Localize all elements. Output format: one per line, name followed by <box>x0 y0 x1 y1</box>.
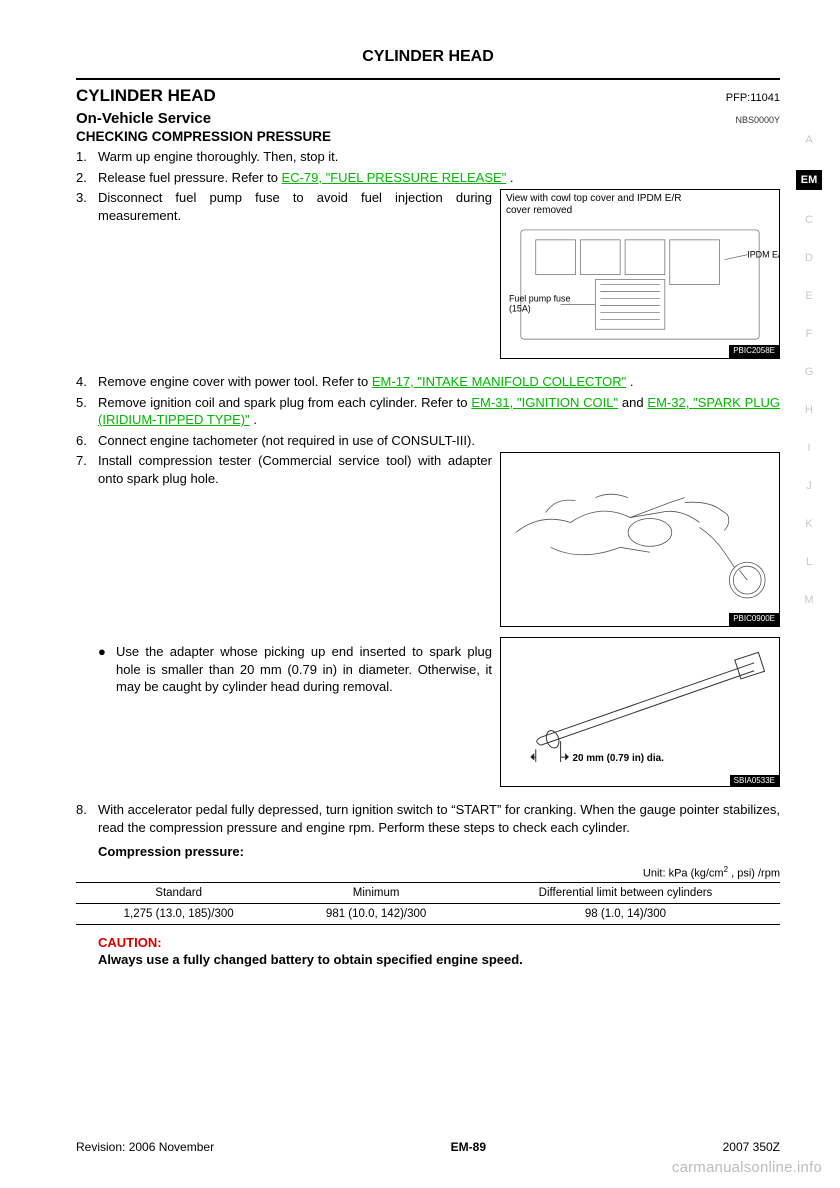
col-minimum: Minimum <box>281 883 471 904</box>
bullet-row: ● Use the adapter whose picking up end i… <box>76 637 780 787</box>
step-7: 7. Install compression tester (Commercia… <box>76 452 780 627</box>
pfp-code: PFP:11041 <box>726 92 780 104</box>
model-year: 2007 350Z <box>723 1140 780 1154</box>
step-text: Warm up engine thoroughly. Then, stop it… <box>98 148 780 166</box>
step-6: 6. Connect engine tachometer (not requir… <box>76 432 780 450</box>
step-text: Install compression tester (Commercial s… <box>98 452 492 627</box>
figure-tester: PBIC0900E <box>500 452 780 627</box>
step-num: 1. <box>76 148 98 166</box>
step-text: Connect engine tachometer (not required … <box>98 432 780 450</box>
figure-caption: View with cowl top cover and IPDM E/Rcov… <box>501 190 779 220</box>
step-1: 1. Warm up engine thoroughly. Then, stop… <box>76 148 780 166</box>
figure-fuse-box: View with cowl top cover and IPDM E/Rcov… <box>500 189 780 359</box>
watermark: carmanualsonline.info <box>672 1159 822 1176</box>
figure-label: IPDM E/R <box>747 250 779 260</box>
xref-link[interactable]: EC-79, "FUEL PRESSURE RELEASE" <box>282 170 507 185</box>
step-3: 3. Disconnect fuel pump fuse to avoid fu… <box>76 189 780 359</box>
xref-link[interactable]: EM-31, "IGNITION COIL" <box>471 395 618 410</box>
bullet-marker: ● <box>98 643 116 696</box>
subsection-header: On-Vehicle Service NBS0000Y <box>76 106 780 127</box>
figure-label: Fuel pump fuse <box>509 294 571 304</box>
step-text: With accelerator pedal fully depressed, … <box>98 801 780 836</box>
fuse-diagram-svg: IPDM E/R Fuel pump fuse (15A) <box>501 220 779 359</box>
revision-date: Revision: 2006 November <box>76 1140 214 1154</box>
step-5: 5. Remove ignition coil and spark plug f… <box>76 394 780 429</box>
step-num: 4. <box>76 373 98 391</box>
step-text: Remove ignition coil and spark plug from… <box>98 394 780 429</box>
step-4: 4. Remove engine cover with power tool. … <box>76 373 780 391</box>
procedure-steps-cont: 4. Remove engine cover with power tool. … <box>76 373 780 627</box>
step-text: Release fuel pressure. Refer to EC-79, "… <box>98 169 780 187</box>
val-minimum: 981 (10.0, 142)/300 <box>281 904 471 925</box>
text-fragment: . <box>626 374 633 389</box>
text-fragment: Release fuel pressure. Refer to <box>98 170 282 185</box>
step-num: 3. <box>76 189 98 359</box>
step-num: 2. <box>76 169 98 187</box>
step-text: Disconnect fuel pump fuse to avoid fuel … <box>98 189 492 359</box>
figure-id: SBIA0533E <box>730 775 779 786</box>
text-fragment: Remove engine cover with power tool. Ref… <box>98 374 372 389</box>
page-number: EM-89 <box>451 1140 486 1154</box>
page-footer: Revision: 2006 November EM-89 2007 350Z <box>76 1140 780 1154</box>
figure-adapter: 20 mm (0.79 in) dia. SBIA0533E <box>500 637 780 787</box>
text-fragment: . <box>250 412 257 427</box>
pressure-heading: Compression pressure: <box>98 844 780 859</box>
dimension-label: 20 mm (0.79 in) dia. <box>572 753 664 764</box>
subsection-title: On-Vehicle Service <box>76 110 211 127</box>
procedure-steps: 1. Warm up engine thoroughly. Then, stop… <box>76 148 780 359</box>
col-differential: Differential limit between cylinders <box>471 883 780 904</box>
adapter-svg: 20 mm (0.79 in) dia. <box>501 638 779 787</box>
doc-code: NBS0000Y <box>735 115 780 125</box>
figure-id: PBIC0900E <box>729 613 779 626</box>
step-8: 8. With accelerator pedal fully depresse… <box>76 801 780 836</box>
title-rule <box>76 78 780 80</box>
procedure-steps-cont2: 8. With accelerator pedal fully depresse… <box>76 801 780 836</box>
step-num: 7. <box>76 452 98 627</box>
step-2: 2. Release fuel pressure. Refer to EC-79… <box>76 169 780 187</box>
val-standard: 1,275 (13.0, 185)/300 <box>76 904 281 925</box>
bullet-item: ● Use the adapter whose picking up end i… <box>98 643 492 696</box>
page-title: CYLINDER HEAD <box>76 48 780 66</box>
text-fragment: . <box>506 170 513 185</box>
pressure-table: Standard Minimum Differential limit betw… <box>76 882 780 925</box>
xref-link[interactable]: EM-17, "INTAKE MANIFOLD COLLECTOR" <box>372 374 626 389</box>
procedure-title: CHECKING COMPRESSION PRESSURE <box>76 129 780 144</box>
col-standard: Standard <box>76 883 281 904</box>
unit-label: Unit: kPa (kg/cm2 , psi) /rpm <box>76 865 780 880</box>
figure-id: PBIC2058E <box>729 345 779 358</box>
caution-text: Always use a fully changed battery to ob… <box>98 952 780 967</box>
table-header-row: Standard Minimum Differential limit betw… <box>76 883 780 904</box>
table-row: 1,275 (13.0, 185)/300 981 (10.0, 142)/30… <box>76 904 780 925</box>
step-num: 6. <box>76 432 98 450</box>
step-num: 8. <box>76 801 98 836</box>
step-num: 5. <box>76 394 98 429</box>
tester-svg <box>501 453 779 627</box>
bullet-text: Use the adapter whose picking up end ins… <box>116 643 492 696</box>
step-text: Remove engine cover with power tool. Ref… <box>98 373 780 391</box>
text-fragment: Remove ignition coil and spark plug from… <box>98 395 471 410</box>
section-header: CYLINDER HEAD PFP:11041 <box>76 86 780 106</box>
figure-label: (15A) <box>509 303 531 313</box>
text-fragment: and <box>618 395 647 410</box>
val-differential: 98 (1.0, 14)/300 <box>471 904 780 925</box>
caution-label: CAUTION: <box>98 935 780 950</box>
section-title: CYLINDER HEAD <box>76 86 216 106</box>
page-body: CYLINDER HEAD CYLINDER HEAD PFP:11041 On… <box>0 0 840 1188</box>
